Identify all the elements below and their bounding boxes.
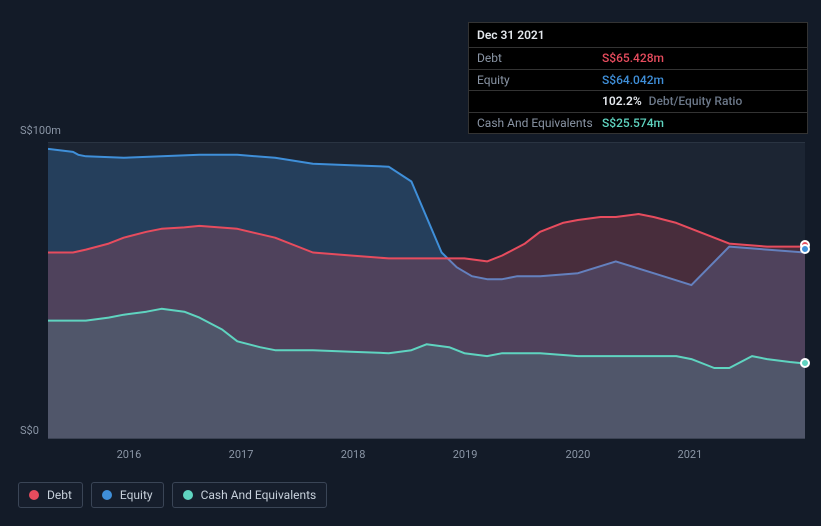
legend-label: Cash And Equivalents xyxy=(201,488,317,502)
legend-label: Debt xyxy=(47,488,72,502)
x-axis-tick: 2020 xyxy=(566,448,591,461)
x-axis: 2016 2017 2018 2019 2020 2021 xyxy=(48,448,805,468)
tooltip-row: DebtS$65.428m xyxy=(469,48,807,69)
legend-swatch-icon xyxy=(102,490,112,500)
x-axis-tick: 2021 xyxy=(678,448,703,461)
chart-svg xyxy=(48,143,805,439)
tooltip-row: Cash And EquivalentsS$25.574m xyxy=(469,113,807,133)
tooltip-row-label: Debt xyxy=(477,51,602,65)
chart-plot-area[interactable] xyxy=(48,142,805,438)
legend-item[interactable]: Cash And Equivalents xyxy=(172,482,328,508)
crosshair-marker xyxy=(800,358,810,368)
tooltip-row: 102.2% Debt/Equity Ratio xyxy=(469,91,807,112)
legend-swatch-icon xyxy=(183,490,193,500)
y-axis-bottom-label: S$0 xyxy=(20,424,39,437)
legend-item[interactable]: Debt xyxy=(18,482,83,508)
tooltip-row-label: Cash And Equivalents xyxy=(477,116,602,130)
tooltip-row-value: 102.2% Debt/Equity Ratio xyxy=(602,94,799,108)
legend-item[interactable]: Equity xyxy=(91,482,164,508)
x-axis-tick: 2017 xyxy=(229,448,254,461)
tooltip-row-value: S$64.042m xyxy=(602,73,799,87)
tooltip-row-label: Equity xyxy=(477,73,602,87)
legend-swatch-icon xyxy=(29,490,39,500)
tooltip-row-value: S$25.574m xyxy=(602,116,799,130)
legend-label: Equity xyxy=(120,488,153,502)
tooltip-row-label xyxy=(477,94,602,108)
x-axis-tick: 2019 xyxy=(453,448,478,461)
tooltip-box: Dec 31 2021 DebtS$65.428mEquityS$64.042m… xyxy=(468,22,808,134)
tooltip-date: Dec 31 2021 xyxy=(469,23,807,48)
y-axis-top-label: S$100m xyxy=(20,124,61,137)
x-axis-tick: 2018 xyxy=(341,448,366,461)
chart-container: Dec 31 2021 DebtS$65.428mEquityS$64.042m… xyxy=(0,0,821,526)
x-axis-tick: 2016 xyxy=(117,448,142,461)
tooltip-row: EquityS$64.042m xyxy=(469,70,807,91)
legend: Debt Equity Cash And Equivalents xyxy=(18,482,327,508)
crosshair-marker xyxy=(800,244,810,254)
tooltip-row-value: S$65.428m xyxy=(602,51,799,65)
